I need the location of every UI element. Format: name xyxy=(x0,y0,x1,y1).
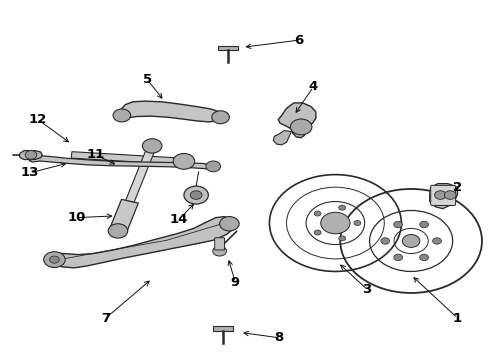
Circle shape xyxy=(314,211,321,216)
Circle shape xyxy=(419,254,428,261)
Text: 14: 14 xyxy=(170,213,188,226)
Polygon shape xyxy=(126,145,156,202)
Circle shape xyxy=(433,238,441,244)
Polygon shape xyxy=(118,101,223,122)
Circle shape xyxy=(212,111,229,124)
Text: 13: 13 xyxy=(21,166,39,179)
Polygon shape xyxy=(49,217,234,268)
Circle shape xyxy=(173,153,195,169)
Text: 1: 1 xyxy=(453,311,462,325)
Text: 6: 6 xyxy=(294,33,303,47)
Circle shape xyxy=(394,221,403,228)
Text: 2: 2 xyxy=(453,181,462,194)
Circle shape xyxy=(25,150,37,159)
Polygon shape xyxy=(110,199,138,233)
Circle shape xyxy=(206,161,220,172)
Polygon shape xyxy=(213,327,233,331)
Polygon shape xyxy=(430,184,458,209)
Circle shape xyxy=(113,109,131,122)
Circle shape xyxy=(44,252,65,267)
Polygon shape xyxy=(218,46,238,50)
Circle shape xyxy=(108,224,128,238)
Text: 9: 9 xyxy=(231,276,240,289)
FancyBboxPatch shape xyxy=(431,185,456,206)
Text: 5: 5 xyxy=(143,73,152,86)
Text: 12: 12 xyxy=(28,113,47,126)
Text: 8: 8 xyxy=(274,331,284,344)
Circle shape xyxy=(143,139,162,153)
Circle shape xyxy=(49,256,59,263)
Circle shape xyxy=(339,236,345,241)
Text: 10: 10 xyxy=(67,211,86,224)
Circle shape xyxy=(402,234,420,247)
Circle shape xyxy=(314,230,321,235)
Circle shape xyxy=(419,221,428,228)
Circle shape xyxy=(394,254,403,261)
FancyBboxPatch shape xyxy=(215,238,224,250)
Circle shape xyxy=(354,221,361,226)
Polygon shape xyxy=(278,103,316,138)
Circle shape xyxy=(321,212,350,234)
Text: 3: 3 xyxy=(363,283,372,296)
Circle shape xyxy=(435,191,446,199)
Text: 4: 4 xyxy=(309,80,318,93)
Text: 7: 7 xyxy=(101,311,110,325)
Circle shape xyxy=(291,119,312,135)
Circle shape xyxy=(381,238,390,244)
Text: 11: 11 xyxy=(87,148,105,161)
Circle shape xyxy=(220,217,239,231)
Polygon shape xyxy=(29,156,213,169)
Circle shape xyxy=(190,191,202,199)
Circle shape xyxy=(213,246,226,256)
Circle shape xyxy=(339,205,345,210)
Circle shape xyxy=(444,191,456,199)
Polygon shape xyxy=(71,152,182,165)
Circle shape xyxy=(184,186,208,204)
Polygon shape xyxy=(19,150,42,159)
Polygon shape xyxy=(273,131,292,145)
